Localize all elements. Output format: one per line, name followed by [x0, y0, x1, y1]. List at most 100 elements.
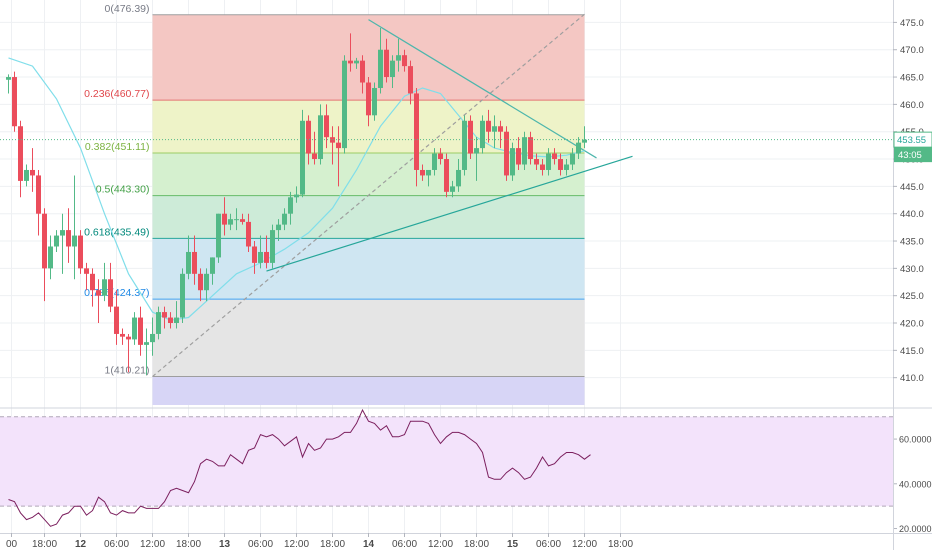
candle-body-94 — [570, 153, 575, 165]
candle-body-57 — [348, 60, 353, 64]
candle-body-66 — [402, 55, 407, 67]
candle-16 — [102, 262, 107, 302]
candle-11 — [72, 175, 77, 280]
candle-92 — [558, 153, 563, 176]
candle-body-15 — [96, 290, 101, 296]
candle-body-62 — [378, 49, 383, 88]
candle-body-11 — [72, 235, 77, 247]
candle-95 — [576, 137, 581, 160]
fib-zone-5 — [152, 299, 585, 377]
candle-90 — [546, 148, 551, 176]
candle-body-81 — [492, 126, 497, 132]
candle-body-53 — [324, 115, 329, 138]
candle-body-84 — [510, 148, 515, 176]
candle-body-64 — [390, 60, 395, 78]
candle-body-76 — [462, 120, 467, 170]
price-tick-label-13: 475.0 — [900, 18, 924, 29]
candle-body-33 — [204, 273, 209, 291]
candle-body-72 — [438, 153, 443, 160]
candle-88 — [534, 153, 539, 170]
candle-body-89 — [540, 164, 545, 170]
candle-46 — [282, 208, 287, 231]
candle-40 — [246, 213, 251, 252]
candle-15 — [96, 279, 101, 324]
candle-body-65 — [396, 55, 401, 61]
fib-level-label-2: 0.382(451.11) — [85, 141, 150, 153]
candle-body-5 — [36, 175, 41, 214]
candle-0 — [6, 74, 11, 94]
candle-44 — [270, 224, 275, 269]
price-tick-label-4: 430.0 — [900, 264, 924, 275]
candle-41 — [252, 241, 257, 274]
candle-body-92 — [558, 159, 563, 170]
candle-body-24 — [150, 333, 155, 343]
candle-81 — [492, 115, 497, 149]
candle-body-21 — [132, 317, 137, 340]
candle-body-40 — [246, 221, 251, 247]
candle-body-70 — [426, 169, 431, 176]
candle-body-68 — [414, 93, 419, 170]
candle-body-2 — [18, 126, 23, 181]
candle-61 — [372, 82, 377, 121]
candle-73 — [444, 153, 449, 198]
candle-body-83 — [504, 131, 509, 176]
candle-68 — [414, 87, 419, 187]
time-tick-label-13: 18:00 — [464, 539, 489, 550]
time-tick-label-5: 18:00 — [176, 539, 201, 550]
candle-25 — [156, 306, 161, 340]
candle-body-74 — [450, 186, 455, 192]
fib-zone-6 — [152, 376, 585, 405]
candle-14 — [90, 268, 95, 307]
candle-12 — [78, 230, 83, 274]
candle-33 — [204, 268, 209, 302]
price-tick-label-12: 470.0 — [900, 45, 924, 56]
candle-body-86 — [522, 137, 527, 165]
candle-91 — [552, 148, 557, 165]
price-tick-label-3: 425.0 — [900, 291, 924, 302]
rsi-line — [8, 408, 591, 527]
candle-body-67 — [408, 66, 413, 94]
candle-body-61 — [372, 87, 377, 116]
candle-body-38 — [234, 219, 239, 221]
candle-56 — [342, 55, 347, 154]
time-tick-label-1: 18:00 — [32, 539, 57, 550]
time-tick-label-9: 18:00 — [320, 539, 345, 550]
candle-13 — [84, 262, 89, 291]
candle-26 — [162, 306, 167, 329]
candle-71 — [432, 148, 437, 176]
candle-body-48 — [294, 194, 299, 198]
candle-37 — [228, 213, 233, 231]
candle-body-36 — [222, 213, 227, 225]
trendline-2 — [266, 155, 633, 272]
candle-72 — [438, 148, 443, 165]
candle-body-7 — [48, 246, 53, 269]
candle-body-93 — [564, 164, 569, 170]
candle-body-60 — [366, 82, 371, 116]
candle-body-19 — [120, 333, 125, 337]
candle-66 — [402, 49, 407, 72]
candle-body-41 — [252, 246, 257, 263]
fibonacci-labels: 0(476.39) 0.236(460.77) 0.382(451.11) 0.5(4… — [84, 3, 149, 377]
candle-4 — [30, 148, 35, 192]
trendline-0 — [152, 13, 585, 377]
candle-28 — [174, 301, 179, 329]
price-tick-label-5: 435.0 — [900, 237, 924, 248]
candle-body-42 — [258, 251, 263, 263]
candle-body-63 — [384, 49, 389, 78]
candle-body-47 — [288, 197, 293, 214]
candle-body-22 — [138, 317, 143, 345]
candle-body-0 — [6, 77, 11, 80]
time-tick-label-10: 14 — [363, 539, 375, 550]
candle-65 — [396, 38, 401, 72]
candle-body-58 — [354, 60, 359, 64]
candle-body-95 — [576, 142, 581, 154]
candle-body-12 — [78, 235, 83, 269]
candle-18 — [114, 290, 119, 345]
candle-77 — [468, 115, 473, 160]
time-tick-label-11: 06:00 — [392, 539, 417, 550]
last-price-tag: 453.55 — [893, 131, 932, 148]
candle-body-55 — [336, 142, 341, 149]
candle-36 — [222, 197, 227, 236]
candle-42 — [258, 235, 263, 269]
candle-body-85 — [516, 148, 521, 165]
